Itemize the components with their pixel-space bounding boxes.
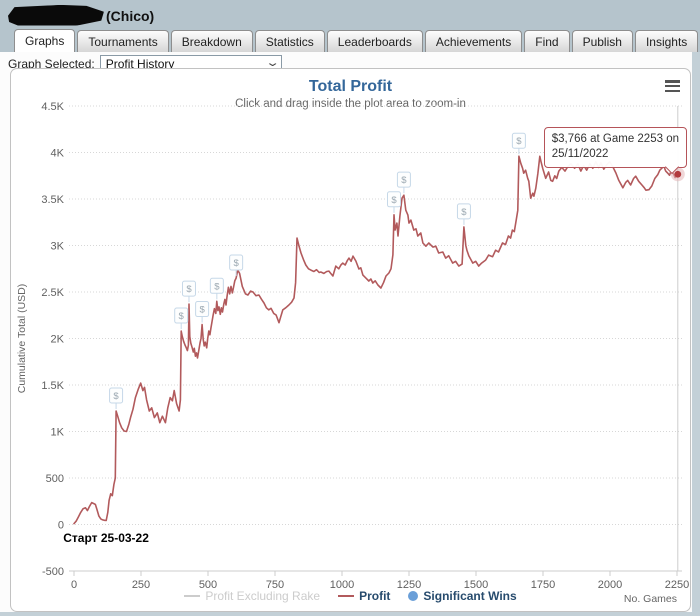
significant-win-marker[interactable]: $ (386, 191, 401, 213)
x-tick-label: 1500 (464, 579, 488, 591)
y-tick-label: 1K (51, 427, 65, 439)
significant-win-marker[interactable]: $ (456, 203, 471, 225)
player-suffix: (Chico) (106, 7, 155, 24)
x-tick-label: 500 (199, 579, 217, 591)
significant-win-marker[interactable]: $ (181, 280, 196, 303)
dollar-badge-glyph: $ (401, 175, 407, 186)
dollar-badge-glyph: $ (391, 195, 397, 206)
significant-win-marker[interactable]: $ (195, 301, 210, 323)
plot-area[interactable]: -500 0 500 1K 1.5K 2K 2.5K 3K 3.5K 4K 4.5K 0 250 500 7… (11, 69, 690, 611)
tab-graphs[interactable]: Graphs (14, 29, 76, 52)
y-tick-label: 3K (51, 241, 65, 253)
legend-item-significant-wins[interactable]: Significant Wins (408, 589, 517, 603)
significant-win-marker[interactable]: $ (109, 387, 124, 410)
x-axis-title: No. Games (624, 593, 677, 605)
tab-find[interactable]: Find (524, 30, 570, 52)
dollar-badge (511, 132, 526, 149)
dollar-badge (174, 307, 189, 324)
chart-title: Total Profit (308, 78, 393, 95)
significant-win-marker[interactable]: $ (229, 254, 244, 277)
significant-win-marker[interactable]: $ (396, 171, 411, 194)
y-tick-label: 2K (51, 334, 65, 346)
tab-tournaments[interactable]: Tournaments (77, 30, 169, 52)
y-tick-label: 4K (51, 148, 65, 160)
dollar-badge (229, 254, 244, 271)
y-tick-label: -500 (42, 566, 64, 578)
x-tick-label: 2250 (665, 579, 689, 591)
start-date-annotation: Старт 25-03-22 (63, 531, 149, 545)
dollar-badge (386, 191, 401, 208)
y-tick-label: 0 (58, 520, 64, 532)
dollar-badge-glyph: $ (214, 281, 220, 292)
tab-insights[interactable]: Insights (634, 30, 699, 52)
profit-chart-card: Total Profit Click and drag inside the p… (10, 68, 691, 612)
x-tick-label: 750 (266, 579, 284, 591)
profit-line[interactable] (73, 155, 679, 525)
legend-item-profit[interactable]: Profit (338, 589, 390, 603)
tab-publish[interactable]: Publish (571, 30, 633, 52)
chart-context-menu-icon[interactable] (665, 80, 680, 92)
dollar-badge (396, 171, 411, 188)
graph-selector-label: Graph Selected: (8, 56, 95, 71)
tooltip-line1: $3,766 at Game 2253 on (551, 133, 679, 145)
tooltip: $3,766 at Game 2253 on 25/11/2022 (543, 127, 687, 168)
graph-selector-row: Graph Selected: Profit History ⌄ (8, 55, 282, 72)
chevron-down-icon: ⌄ (264, 57, 280, 69)
dollar-badge-glyph: $ (516, 136, 522, 147)
tab-achievements[interactable]: Achievements (424, 30, 523, 52)
tab-bar: Graphs Tournaments Breakdown Statistics Lead… (0, 29, 700, 52)
dollar-badge (195, 301, 210, 318)
chart-legend: Profit Excluding Rake Profit Significant W… (11, 589, 690, 603)
player-identity: (Chico) (8, 5, 154, 26)
app-header: (Chico) (0, 0, 700, 30)
dollar-badge (209, 277, 224, 294)
tooltip-line2: 25/11/2022 (551, 147, 609, 160)
legend-label: Profit (359, 589, 391, 603)
legend-dash-icon (184, 595, 201, 597)
tab-breakdown[interactable]: Breakdown (170, 30, 253, 52)
significant-win-marker[interactable]: $ (174, 307, 189, 330)
y-tick-label: 500 (46, 473, 64, 485)
redacted-player-name (8, 4, 105, 28)
graph-selector-value: Profit History (105, 56, 175, 71)
dollar-badge-glyph: $ (179, 311, 185, 322)
legend-item-profit-excluding-rake[interactable]: Profit Excluding Rake (184, 589, 320, 603)
dollar-badge (181, 280, 196, 297)
x-tick-label: 1250 (397, 579, 421, 591)
tab-leaderboards[interactable]: Leaderboards (326, 30, 423, 52)
y-tick-label: 3.5K (41, 194, 64, 206)
y-tick-label: 4.5K (41, 101, 64, 113)
legend-dot-icon (408, 591, 419, 601)
x-tick-label: 0 (71, 579, 77, 591)
legend-dash-icon (338, 595, 355, 597)
significant-win-marker[interactable]: $ (209, 277, 224, 300)
y-tick-label: 1.5K (41, 380, 64, 392)
legend-label: Significant Wins (423, 589, 517, 603)
x-tick-label: 2000 (598, 579, 622, 591)
dollar-badge-glyph: $ (199, 305, 205, 316)
y-axis-title: Cumulative Total (USD) (16, 284, 28, 394)
x-tick-label: 1750 (531, 579, 555, 591)
content-panel: Graph Selected: Profit History ⌄ Total P… (0, 52, 692, 612)
dollar-badge-glyph: $ (186, 284, 192, 295)
x-tick-label: 250 (132, 579, 150, 591)
dollar-badge-glyph: $ (113, 391, 119, 402)
chart-subtitle: Click and drag inside the plot area to z… (235, 98, 466, 110)
y-tick-label: 2.5K (41, 287, 64, 299)
tab-statistics[interactable]: Statistics (254, 30, 325, 52)
dollar-badge (456, 203, 471, 220)
dollar-badge-glyph: $ (461, 207, 467, 218)
significant-win-marker[interactable]: $ (511, 132, 526, 155)
selected-point[interactable] (674, 170, 682, 178)
x-tick-label: 1000 (330, 579, 354, 591)
dollar-badge-glyph: $ (233, 258, 239, 269)
legend-label: Profit Excluding Rake (205, 589, 321, 603)
dollar-badge (109, 387, 124, 404)
